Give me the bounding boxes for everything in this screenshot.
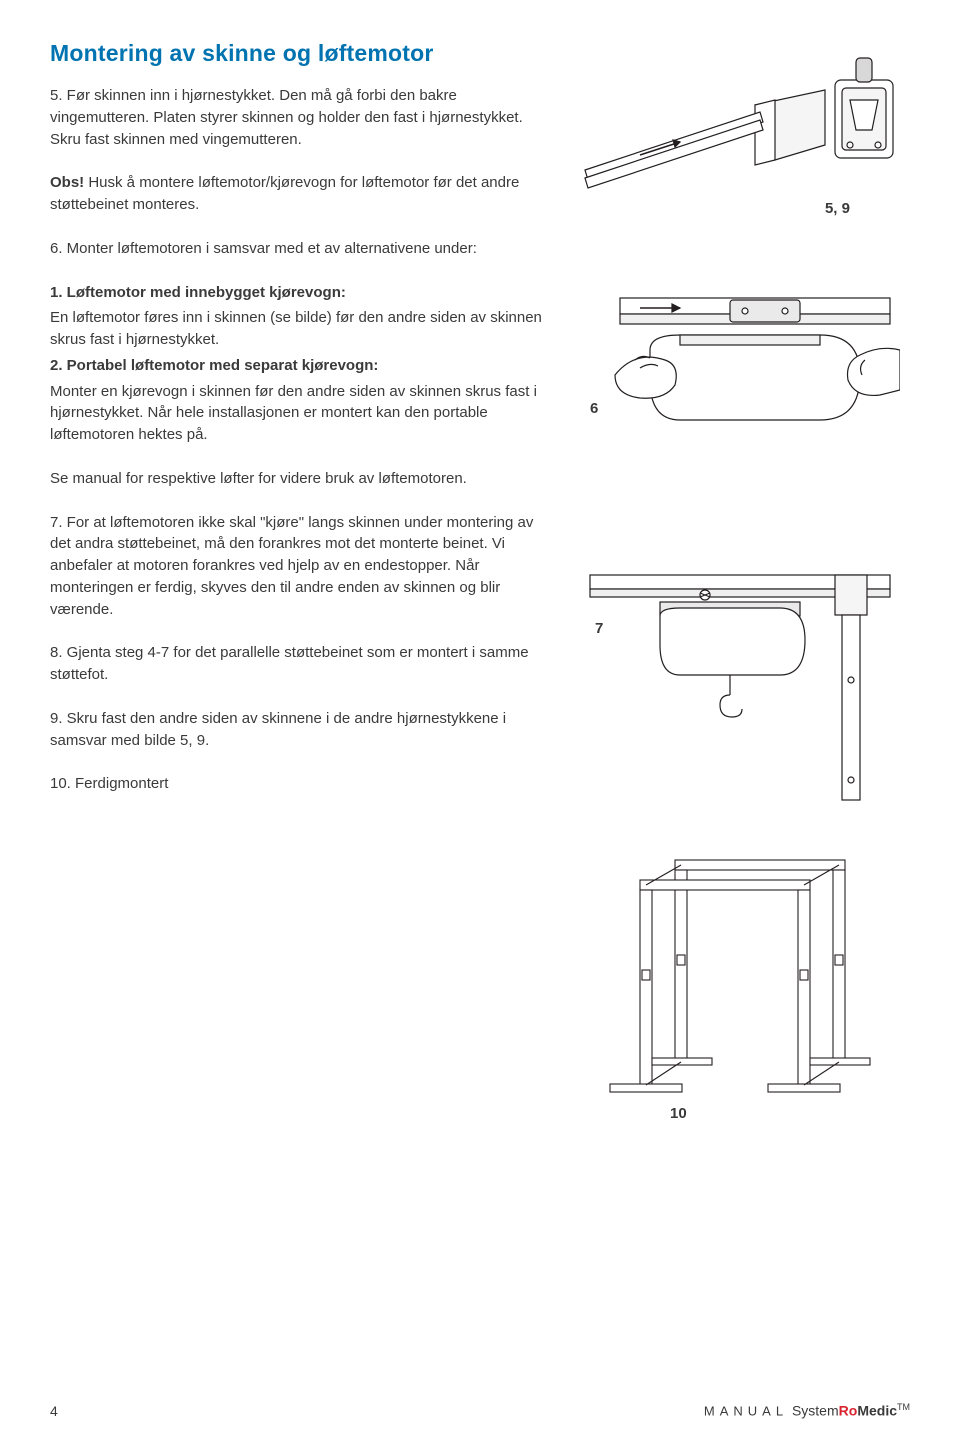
paragraph-6-2-text: Monter en kjørevogn i skinnen før den an… <box>50 381 550 446</box>
paragraph-10: 10. Ferdigmontert <box>50 773 550 795</box>
brand-ro: Ro <box>839 1403 858 1419</box>
page-heading: Montering av skinne og løftemotor <box>50 40 550 67</box>
obs-label: Obs! <box>50 174 84 191</box>
paragraph-7: 7. For at løftemotoren ikke skal "kjøre"… <box>50 512 550 621</box>
paragraph-5: 5. Før skinnen inn i hjørnestykket. Den … <box>50 85 550 150</box>
figure-5-9: 5, 9 <box>580 50 910 215</box>
paragraph-6-1: 1. Løftemotor med innebygget kjørevogn: <box>50 282 550 304</box>
figure-6: 6 <box>580 280 910 510</box>
footer-brand: MANUAL SystemRoMedicTM <box>704 1402 910 1419</box>
page-footer: 4 MANUAL SystemRoMedicTM <box>50 1402 910 1419</box>
paragraph-obs: Obs! Husk å montere løftemotor/kjørevogn… <box>50 172 550 216</box>
paragraph-8: 8. Gjenta steg 4-7 for det parallelle st… <box>50 642 550 686</box>
paragraph-6-2: 2. Portabel løftemotor med separat kjøre… <box>50 355 550 377</box>
paragraph-manual-ref: Se manual for respektive løfter for vide… <box>50 468 550 490</box>
paragraph-6-intro: 6. Monter løftemotoren i samsvar med et … <box>50 238 550 260</box>
paragraph-9: 9. Skru fast den andre siden av skinnene… <box>50 708 550 752</box>
brand-tm: TM <box>897 1402 910 1412</box>
figure-10: 10 <box>580 840 910 1120</box>
figure-7: 7 <box>580 560 910 820</box>
brand-system: System <box>792 1403 839 1419</box>
figure-10-label: 10 <box>670 1105 687 1122</box>
page-number: 4 <box>50 1403 58 1419</box>
obs-text: Husk å montere løftemotor/kjørevogn for … <box>50 174 519 213</box>
p6-2-label: 2. Portabel løftemotor med separat kjøre… <box>50 357 378 374</box>
paragraph-6-1-text: En løftemotor føres inn i skinnen (se bi… <box>50 307 550 351</box>
p6-1-label: 1. Løftemotor med innebygget kjørevogn: <box>50 284 346 301</box>
brand-medic: Medic <box>857 1403 897 1419</box>
figure-5-9-label: 5, 9 <box>825 200 850 217</box>
footer-manual: MANUAL <box>704 1404 788 1419</box>
figure-7-label: 7 <box>595 620 603 637</box>
figure-6-label: 6 <box>590 400 598 417</box>
